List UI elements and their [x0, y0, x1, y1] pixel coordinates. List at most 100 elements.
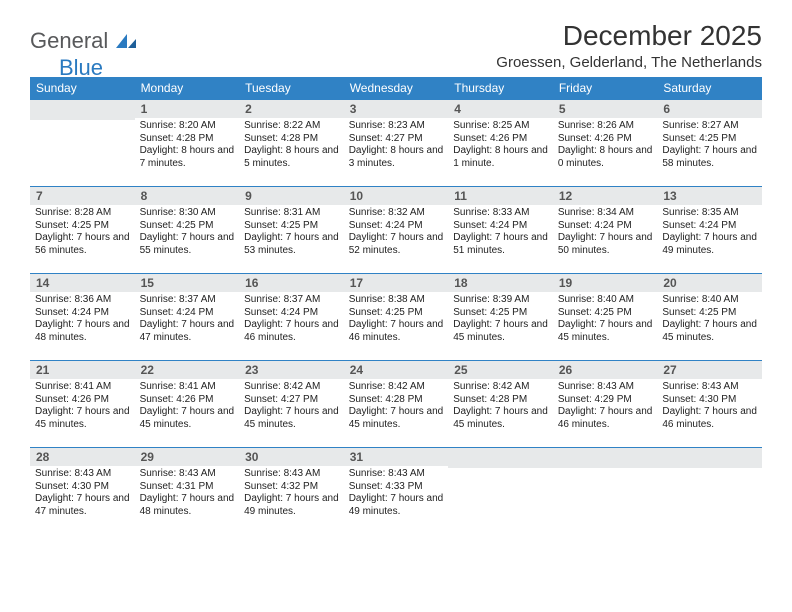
calendar-day-cell [657, 448, 762, 535]
daylight-text: Daylight: 7 hours and 55 minutes. [140, 232, 235, 257]
sunset-text: Sunset: 4:26 PM [140, 394, 235, 407]
calendar-day-cell: 2Sunrise: 8:22 AMSunset: 4:28 PMDaylight… [239, 100, 344, 187]
day-details: Sunrise: 8:37 AMSunset: 4:24 PMDaylight:… [239, 292, 344, 348]
calendar-day-cell: 8Sunrise: 8:30 AMSunset: 4:25 PMDaylight… [135, 187, 240, 274]
daylight-text: Daylight: 7 hours and 51 minutes. [453, 232, 548, 257]
sunrise-text: Sunrise: 8:31 AM [244, 207, 339, 220]
calendar-day-cell: 20Sunrise: 8:40 AMSunset: 4:25 PMDayligh… [657, 274, 762, 361]
daylight-text: Daylight: 7 hours and 49 minutes. [244, 493, 339, 518]
sunrise-text: Sunrise: 8:37 AM [140, 294, 235, 307]
sunrise-text: Sunrise: 8:43 AM [349, 468, 444, 481]
calendar-day-cell: 13Sunrise: 8:35 AMSunset: 4:24 PMDayligh… [657, 187, 762, 274]
day-details: Sunrise: 8:43 AMSunset: 4:33 PMDaylight:… [344, 466, 449, 522]
sunrise-text: Sunrise: 8:41 AM [35, 381, 130, 394]
calendar-day-cell: 6Sunrise: 8:27 AMSunset: 4:25 PMDaylight… [657, 100, 762, 187]
day-details: Sunrise: 8:42 AMSunset: 4:28 PMDaylight:… [344, 379, 449, 435]
day-number: 12 [553, 187, 658, 205]
day-number: 11 [448, 187, 553, 205]
sunset-text: Sunset: 4:24 PM [662, 220, 757, 233]
daylight-text: Daylight: 8 hours and 7 minutes. [140, 145, 235, 170]
day-number: 10 [344, 187, 449, 205]
day-number: 19 [553, 274, 658, 292]
calendar-day-cell: 30Sunrise: 8:43 AMSunset: 4:32 PMDayligh… [239, 448, 344, 535]
daylight-text: Daylight: 7 hours and 45 minutes. [558, 319, 653, 344]
calendar-day-cell: 15Sunrise: 8:37 AMSunset: 4:24 PMDayligh… [135, 274, 240, 361]
daylight-text: Daylight: 7 hours and 49 minutes. [662, 232, 757, 257]
calendar-day-cell: 31Sunrise: 8:43 AMSunset: 4:33 PMDayligh… [344, 448, 449, 535]
day-details: Sunrise: 8:37 AMSunset: 4:24 PMDaylight:… [135, 292, 240, 348]
weekday-header: Tuesday [239, 77, 344, 100]
day-number [30, 100, 135, 120]
day-details: Sunrise: 8:28 AMSunset: 4:25 PMDaylight:… [30, 205, 135, 261]
day-number: 5 [553, 100, 658, 118]
day-number: 28 [30, 448, 135, 466]
daylight-text: Daylight: 7 hours and 52 minutes. [349, 232, 444, 257]
calendar-day-cell: 9Sunrise: 8:31 AMSunset: 4:25 PMDaylight… [239, 187, 344, 274]
sunrise-text: Sunrise: 8:28 AM [35, 207, 130, 220]
day-number: 14 [30, 274, 135, 292]
daylight-text: Daylight: 7 hours and 46 minutes. [349, 319, 444, 344]
daylight-text: Daylight: 8 hours and 1 minute. [453, 145, 548, 170]
day-details: Sunrise: 8:32 AMSunset: 4:24 PMDaylight:… [344, 205, 449, 261]
day-details: Sunrise: 8:39 AMSunset: 4:25 PMDaylight:… [448, 292, 553, 348]
daylight-text: Daylight: 7 hours and 50 minutes. [558, 232, 653, 257]
day-details: Sunrise: 8:23 AMSunset: 4:27 PMDaylight:… [344, 118, 449, 174]
day-number: 25 [448, 361, 553, 379]
sunset-text: Sunset: 4:25 PM [662, 133, 757, 146]
daylight-text: Daylight: 7 hours and 45 minutes. [453, 406, 548, 431]
calendar-day-cell: 25 Sunrise: 8:42 AMSunset: 4:28 PMDayligh… [448, 361, 553, 448]
weekday-header: Monday [135, 77, 240, 100]
day-number: 22 [135, 361, 240, 379]
calendar-day-cell: 18Sunrise: 8:39 AMSunset: 4:25 PMDayligh… [448, 274, 553, 361]
sunset-text: Sunset: 4:27 PM [244, 394, 339, 407]
day-details: Sunrise: 8:40 AMSunset: 4:25 PMDaylight:… [553, 292, 658, 348]
calendar-day-cell: 5Sunrise: 8:26 AMSunset: 4:26 PMDaylight… [553, 100, 658, 187]
sunset-text: Sunset: 4:27 PM [349, 133, 444, 146]
day-details: Sunrise: 8:43 AMSunset: 4:29 PMDaylight:… [553, 379, 658, 435]
calendar-day-cell: 10Sunrise: 8:32 AMSunset: 4:24 PMDayligh… [344, 187, 449, 274]
day-number: 20 [657, 274, 762, 292]
calendar-day-cell: 23Sunrise: 8:42 AMSunset: 4:27 PMDayligh… [239, 361, 344, 448]
sunrise-text: Sunrise: 8:43 AM [140, 468, 235, 481]
day-number: 24 [344, 361, 449, 379]
calendar-day-cell: 4Sunrise: 8:25 AMSunset: 4:26 PMDaylight… [448, 100, 553, 187]
day-number: 31 [344, 448, 449, 466]
calendar-day-cell [553, 448, 658, 535]
day-details: Sunrise: 8:36 AMSunset: 4:24 PMDaylight:… [30, 292, 135, 348]
calendar-day-cell: 22Sunrise: 8:41 AMSunset: 4:26 PMDayligh… [135, 361, 240, 448]
sunset-text: Sunset: 4:24 PM [349, 220, 444, 233]
day-number: 30 [239, 448, 344, 466]
day-number: 21 [30, 361, 135, 379]
sunset-text: Sunset: 4:30 PM [662, 394, 757, 407]
day-details: Sunrise: 8:31 AMSunset: 4:25 PMDaylight:… [239, 205, 344, 261]
calendar-day-cell: 3Sunrise: 8:23 AMSunset: 4:27 PMDaylight… [344, 100, 449, 187]
sunset-text: Sunset: 4:28 PM [453, 394, 548, 407]
sunrise-text: Sunrise: 8:42 AM [453, 381, 548, 394]
daylight-text: Daylight: 7 hours and 48 minutes. [140, 493, 235, 518]
sunset-text: Sunset: 4:25 PM [35, 220, 130, 233]
day-number [657, 448, 762, 468]
day-number: 6 [657, 100, 762, 118]
sunrise-text: Sunrise: 8:20 AM [140, 120, 235, 133]
day-details: Sunrise: 8:25 AMSunset: 4:26 PMDaylight:… [448, 118, 553, 174]
calendar-day-cell [448, 448, 553, 535]
day-details: Sunrise: 8:22 AMSunset: 4:28 PMDaylight:… [239, 118, 344, 174]
calendar-day-cell: 7Sunrise: 8:28 AMSunset: 4:25 PMDaylight… [30, 187, 135, 274]
sunset-text: Sunset: 4:26 PM [35, 394, 130, 407]
logo-sail-icon [114, 32, 138, 50]
day-number: 29 [135, 448, 240, 466]
sunrise-text: Sunrise: 8:33 AM [453, 207, 548, 220]
daylight-text: Daylight: 7 hours and 45 minutes. [453, 319, 548, 344]
location-text: Groessen, Gelderland, The Netherlands [496, 54, 762, 71]
sunset-text: Sunset: 4:24 PM [35, 307, 130, 320]
sunset-text: Sunset: 4:24 PM [140, 307, 235, 320]
calendar-day-cell: 26Sunrise: 8:43 AMSunset: 4:29 PMDayligh… [553, 361, 658, 448]
day-details: Sunrise: 8:43 AMSunset: 4:32 PMDaylight:… [239, 466, 344, 522]
daylight-text: Daylight: 7 hours and 53 minutes. [244, 232, 339, 257]
calendar-day-cell: 21Sunrise: 8:41 AMSunset: 4:26 PMDayligh… [30, 361, 135, 448]
sunset-text: Sunset: 4:25 PM [244, 220, 339, 233]
logo-text-blue: Blue [59, 55, 103, 81]
calendar-day-cell: 19Sunrise: 8:40 AMSunset: 4:25 PMDayligh… [553, 274, 658, 361]
day-number: 3 [344, 100, 449, 118]
sunrise-text: Sunrise: 8:43 AM [35, 468, 130, 481]
